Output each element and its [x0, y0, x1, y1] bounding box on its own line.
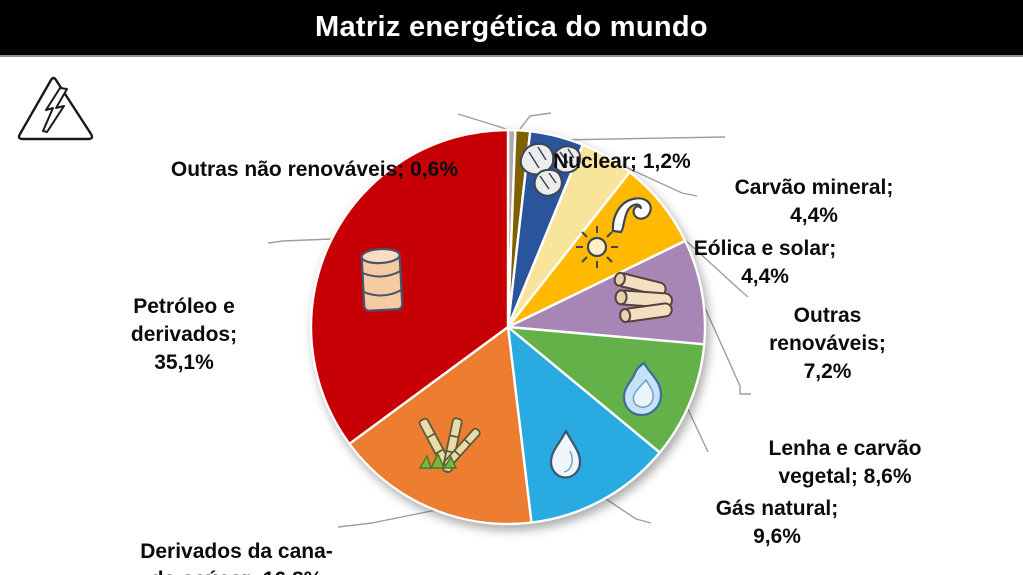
lightning-bolt-icon: [42, 87, 68, 133]
high-voltage-icon: [17, 76, 94, 141]
sugarcane-icon: [418, 417, 481, 473]
leader-line-outras-nao-renovaveis: [457, 113, 507, 130]
leader-line-gas-natural: [685, 404, 709, 453]
pie-slice-derivados-da-cana-de-acucar: [348, 325, 533, 526]
page-title: Matriz energética do mundo: [315, 11, 708, 43]
water-drop-icon: [549, 429, 582, 479]
slice-icons: [360, 142, 673, 479]
leader-line-outras-renovaveis: [670, 226, 749, 298]
pie-chart: [17, 76, 751, 528]
leader-line-petroleo-e-derivados: [267, 238, 332, 244]
gas-flame-icon: [622, 361, 663, 417]
firewood-logs-icon: [613, 271, 673, 324]
leader-lines: [267, 112, 751, 528]
leader-line-carvao-mineral: [556, 136, 726, 141]
wind-swirl-icon: [611, 197, 652, 234]
leader-line-nuclear: [519, 112, 552, 130]
title-bar: Matriz energética do mundo: [0, 0, 1023, 57]
chart-area: Outras não renováveis; 0,6% Nuclear; 1,2%…: [0, 57, 1023, 575]
leader-line-eolica-e-solar: [605, 157, 698, 197]
sun-icon: [576, 226, 618, 268]
leader-line-hidraulica: [599, 494, 652, 524]
pie-slice-gas-natural: [506, 325, 706, 454]
coal-rocks-icon: [519, 142, 582, 197]
leader-line-derivados-da-cana-de-acucar: [337, 508, 442, 528]
pie-slices: [309, 128, 707, 526]
pie-slice-hidraulica: [506, 325, 661, 524]
leader-line-lenha-e-carvao-vegetal: [700, 298, 751, 395]
pie-slice-petroleo-e-derivados: [309, 128, 510, 445]
sun-and-wind-icon: [576, 197, 652, 268]
grass-icon: [418, 452, 458, 470]
oil-barrel-icon: [360, 247, 404, 312]
